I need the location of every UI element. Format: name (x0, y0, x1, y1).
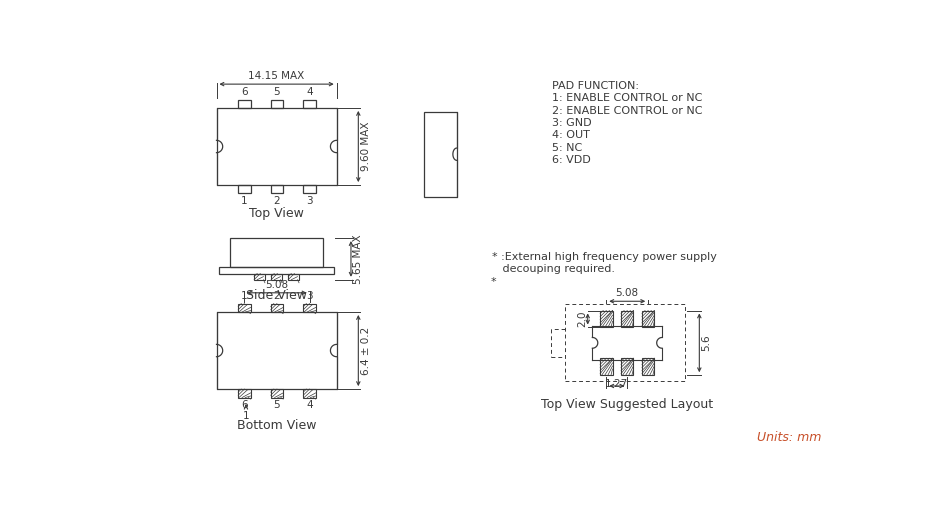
Text: PAD FUNCTION:: PAD FUNCTION: (552, 81, 639, 91)
Text: 5.08: 5.08 (616, 288, 639, 298)
Bar (270, 389, 283, 398)
Bar (642, 358, 655, 375)
Bar (304, 389, 316, 398)
Text: 5.65 MAX: 5.65 MAX (354, 234, 363, 284)
Bar (621, 311, 633, 328)
Text: * :External high frequency power supply: * :External high frequency power supply (492, 252, 717, 262)
Text: 3: 3 (307, 196, 313, 206)
Bar (424, 112, 457, 197)
Text: Side View: Side View (246, 289, 307, 302)
Text: 6: 6 (241, 400, 248, 410)
Text: 5.08: 5.08 (266, 280, 289, 290)
Text: 4: OUT: 4: OUT (552, 130, 590, 140)
Text: 1: 1 (241, 196, 248, 206)
Bar (270, 99, 283, 108)
Text: 1: 1 (241, 291, 248, 301)
Text: 3: 3 (307, 291, 313, 301)
Text: Top View: Top View (249, 207, 304, 219)
Text: 4: 4 (307, 400, 313, 410)
Bar (304, 303, 316, 312)
Text: decouping required.: decouping required. (492, 264, 615, 273)
Text: 2: 2 (274, 196, 281, 206)
Text: 5: 5 (274, 400, 281, 410)
Bar (304, 185, 316, 194)
Text: 3: GND: 3: GND (552, 118, 592, 128)
Text: 2: ENABLE CONTROL or NC: 2: ENABLE CONTROL or NC (552, 106, 703, 116)
Text: Top View Suggested Layout: Top View Suggested Layout (541, 398, 713, 411)
Text: 6: 6 (241, 87, 248, 97)
Bar (600, 358, 612, 375)
Bar (219, 267, 334, 273)
Text: 1: ENABLE CONTROL or NC: 1: ENABLE CONTROL or NC (552, 93, 703, 104)
Text: 5: 5 (274, 87, 281, 97)
Bar (271, 273, 282, 280)
Text: 2: 2 (274, 291, 281, 301)
Text: 6: VDD: 6: VDD (552, 155, 591, 165)
Text: 9.60 MAX: 9.60 MAX (360, 122, 370, 171)
Text: 5.6: 5.6 (702, 335, 712, 351)
Text: Units: mm: Units: mm (757, 432, 821, 444)
Text: 2.0: 2.0 (577, 311, 587, 327)
Bar (254, 273, 265, 280)
Text: 1: 1 (243, 410, 249, 421)
Text: Bottom View: Bottom View (237, 419, 317, 432)
Bar (621, 358, 633, 375)
Bar (217, 312, 337, 389)
Bar (238, 185, 251, 194)
Text: 1.27: 1.27 (606, 379, 629, 389)
Bar (270, 303, 283, 312)
Text: *: * (491, 278, 496, 287)
Bar (217, 108, 337, 185)
Text: 14.15 MAX: 14.15 MAX (248, 71, 305, 81)
Text: 6.4 ± 0.2: 6.4 ± 0.2 (360, 327, 370, 375)
Text: 4: 4 (307, 87, 313, 97)
Bar (642, 311, 655, 328)
Bar (238, 389, 251, 398)
Bar (238, 99, 251, 108)
Bar (270, 185, 283, 194)
Bar (288, 273, 299, 280)
Bar (565, 304, 685, 381)
Bar (304, 99, 316, 108)
Text: 5: NC: 5: NC (552, 143, 582, 152)
Bar (230, 238, 323, 267)
Bar (238, 303, 251, 312)
Bar (600, 311, 612, 328)
